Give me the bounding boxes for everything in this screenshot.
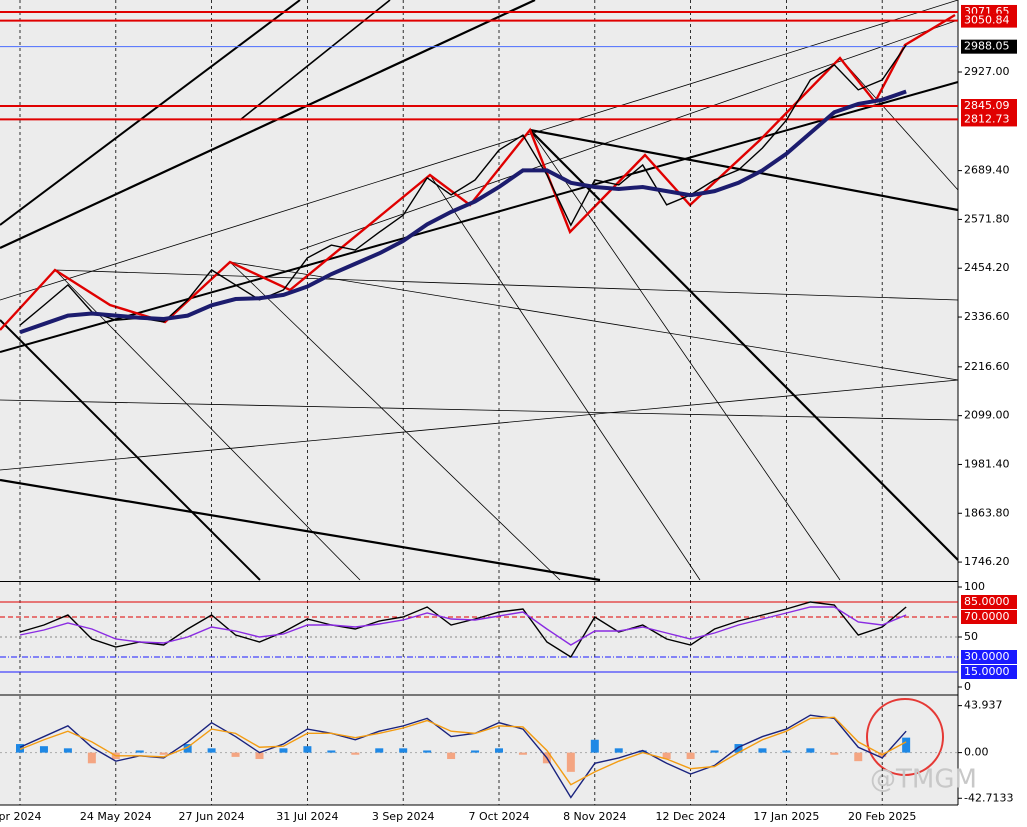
y-tick-label: 15.0000 bbox=[964, 665, 1010, 678]
histogram-bar bbox=[231, 752, 240, 757]
histogram-bar bbox=[495, 748, 503, 753]
tick-label-box bbox=[961, 610, 1017, 624]
histogram-bar bbox=[255, 752, 264, 760]
x-tick-label: 20 Feb 2025 bbox=[848, 810, 916, 823]
histogram-bar bbox=[183, 744, 192, 753]
histogram-bar bbox=[303, 746, 312, 753]
y-tick-label: 0.00 bbox=[964, 746, 989, 759]
histogram-bar bbox=[518, 752, 527, 755]
histogram-bar bbox=[351, 752, 360, 755]
histogram-bar bbox=[399, 748, 408, 753]
histogram-bar bbox=[902, 737, 911, 753]
y-tick-label: 2099.00 bbox=[964, 409, 1010, 422]
y-tick-label: 70.0000 bbox=[964, 610, 1010, 623]
level-label: 3050.84 bbox=[964, 14, 1010, 27]
histogram-bar bbox=[662, 752, 671, 760]
level-label-box bbox=[961, 99, 1017, 114]
y-tick-label: 2454.20 bbox=[964, 261, 1010, 274]
y-tick-label: 1746.20 bbox=[964, 555, 1010, 568]
level-label-box bbox=[961, 112, 1017, 127]
histogram-bar bbox=[423, 750, 432, 753]
histogram-bar bbox=[471, 750, 480, 753]
x-tick-label: pr 2024 bbox=[0, 810, 42, 823]
series-line bbox=[19, 716, 907, 786]
y-tick-label: 50 bbox=[964, 630, 978, 643]
y-tick-label: -42.7133 bbox=[964, 791, 1013, 804]
watermark: @TMGM bbox=[870, 765, 977, 795]
histogram-bar bbox=[279, 748, 288, 753]
histogram-bar bbox=[782, 750, 791, 753]
y-tick-label: 2571.80 bbox=[964, 212, 1010, 225]
y-tick-label: 43.937 bbox=[964, 699, 1003, 712]
histogram-bar bbox=[638, 750, 647, 753]
y-tick-label: 0 bbox=[964, 680, 971, 693]
y-tick-label: 100 bbox=[964, 580, 985, 593]
trend-lines bbox=[0, 0, 959, 582]
histogram-bar bbox=[135, 750, 144, 753]
histogram-bar bbox=[207, 748, 216, 753]
x-tick-label: 24 May 2024 bbox=[80, 810, 152, 823]
y-tick-label: 1981.40 bbox=[964, 457, 1010, 470]
x-tick-label: 3 Sep 2024 bbox=[372, 810, 435, 823]
plot-area bbox=[0, 0, 958, 805]
y-tick-label: 2336.60 bbox=[964, 310, 1010, 323]
histogram-bar bbox=[758, 748, 767, 753]
histogram-bar bbox=[854, 752, 863, 762]
level-label: 2988.05 bbox=[964, 40, 1010, 53]
x-tick-label: 7 Oct 2024 bbox=[468, 810, 529, 823]
x-tick-label: 27 Jun 2024 bbox=[179, 810, 245, 823]
y-tick-label: 30.0000 bbox=[964, 650, 1010, 663]
level-label-box bbox=[961, 13, 1017, 28]
series-line bbox=[19, 606, 907, 646]
histogram-bar bbox=[614, 748, 623, 753]
level-label-box bbox=[961, 39, 1017, 54]
highlight-circle bbox=[866, 698, 944, 776]
x-tick-label: 12 Dec 2024 bbox=[655, 810, 725, 823]
x-tick-label: 8 Nov 2024 bbox=[563, 810, 626, 823]
histogram-bar bbox=[16, 744, 24, 753]
histogram-bar bbox=[159, 752, 168, 755]
y-tick-label: 2216.60 bbox=[964, 360, 1010, 373]
x-tick-label: 17 Jan 2025 bbox=[753, 810, 819, 823]
histogram-bar bbox=[87, 752, 96, 764]
histogram-bar bbox=[734, 744, 743, 753]
histogram-bar bbox=[63, 748, 72, 753]
histogram-bar bbox=[710, 750, 719, 753]
level-label: 2812.73 bbox=[964, 112, 1010, 125]
histogram-bar bbox=[686, 752, 695, 760]
histogram-bar bbox=[830, 752, 839, 755]
y-tick-label: 85.0000 bbox=[964, 595, 1010, 608]
series-line bbox=[19, 89, 907, 335]
histogram-bar bbox=[375, 748, 384, 753]
histogram-bar bbox=[566, 752, 575, 772]
tick-label-box bbox=[961, 595, 1017, 609]
y-tick-label: 1863.80 bbox=[964, 506, 1010, 519]
histogram-bar bbox=[447, 752, 456, 760]
y-tick-label: 2689.40 bbox=[964, 164, 1010, 177]
histogram-bar bbox=[590, 739, 599, 753]
y-tick-label: 2927.00 bbox=[964, 65, 1010, 78]
level-label: 2845.09 bbox=[964, 99, 1010, 112]
histogram-bar bbox=[39, 746, 48, 753]
histogram-bar bbox=[806, 748, 815, 753]
tick-label-box bbox=[961, 665, 1017, 679]
tick-label-box bbox=[961, 650, 1017, 664]
histogram-bar bbox=[327, 750, 336, 753]
x-tick-label: 31 Jul 2024 bbox=[276, 810, 338, 823]
